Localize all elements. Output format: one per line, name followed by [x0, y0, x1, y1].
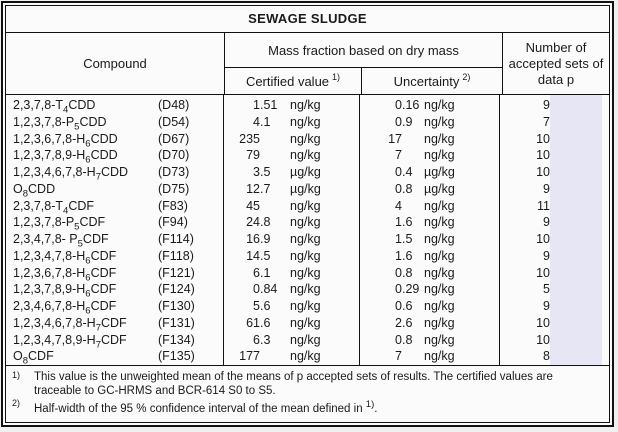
- sets-cell: 10: [536, 148, 550, 163]
- header-mass-fraction-group: Mass fraction based on dry mass Certifie…: [225, 33, 503, 94]
- uncertainty-cell: 0.8 µg/kg: [395, 181, 455, 196]
- uncertainty-cell: 0.4 µg/kg: [395, 165, 455, 179]
- compound-cell: 1,2,3,6,7,8-H6CDF (F121): [13, 265, 195, 284]
- uncertainty-cell: 0.9 ng/kg: [395, 114, 455, 129]
- uncertainty-cell: 2.6 ng/kg: [395, 315, 455, 330]
- certified-value-cell: 4.1 ng/kg: [253, 114, 321, 129]
- certified-value-cell: 45 ng/kg: [246, 198, 321, 213]
- certified-value-cell: 177 ng/kg: [239, 349, 321, 364]
- certified-value-cell: 5.6 ng/kg: [253, 299, 321, 313]
- compound-cell: 2,3,7,8-T4CDD (D48): [13, 98, 190, 116]
- sets-cell: 9: [543, 299, 550, 313]
- uncertainty-cell: 0.6 ng/kg: [395, 299, 455, 313]
- uncertainty-cell: 7 ng/kg: [395, 148, 455, 163]
- sets-cell: 5: [543, 282, 550, 297]
- compound-cell: 1,2,3,4,7,8-H6CDF (F118): [13, 248, 194, 267]
- certified-value-cell: 0.84 ng/kg: [253, 282, 321, 297]
- compound-cell: 1,2,3,7,8-P5CDD (D54): [13, 114, 190, 133]
- uncertainty-cell: 17 ng/kg: [388, 131, 455, 146]
- sets-cell: 10: [536, 315, 550, 330]
- table-header: Compound Mass fraction based on dry mass…: [6, 33, 609, 95]
- sets-cell: 8: [543, 349, 550, 364]
- footnotes: 1) This value is the unweighted mean of t…: [6, 366, 609, 422]
- certified-value-cell: 16.9 ng/kg: [246, 232, 321, 246]
- certified-value-cell: 79 ng/kg: [246, 148, 321, 163]
- footnote: 2) Half-width of the 95 % confidence inte…: [12, 398, 378, 415]
- certificate-table: SEWAGE SLUDGE Compound Mass fraction bas…: [1, 1, 614, 427]
- certified-value-cell: 1.51 ng/kg: [253, 98, 321, 112]
- compound-cell: 1,2,3,7,8-P5CDF (F94): [13, 215, 188, 233]
- uncertainty-cell: 1.6 ng/kg: [395, 248, 455, 263]
- table-title: SEWAGE SLUDGE: [6, 6, 609, 33]
- compound-cell: 1,2,3,4,6,7,8-H7CDF (F131): [13, 315, 195, 334]
- sets-cell: 9: [543, 181, 550, 196]
- selection-highlight: [550, 95, 602, 365]
- certified-value-cell: 6.3 ng/kg: [253, 332, 321, 347]
- compound-cell: 1,2,3,7,8,9-H6CDF (F124): [13, 282, 195, 300]
- certified-value-cell: 235 ng/kg: [239, 131, 321, 146]
- compound-cell: 2,3,4,7,8- P5CDF (F114): [13, 232, 194, 250]
- sets-cell: 10: [536, 332, 550, 347]
- sets-cell: 9: [543, 248, 550, 263]
- certified-value-cell: 3.5 µg/kg: [253, 165, 321, 179]
- certified-value-cell: 14.5 ng/kg: [246, 248, 321, 263]
- footnote-ref-1: 1): [332, 72, 341, 82]
- uncertainty-column: 0.16 ng/kg 0.9 ng/kg 17 ng/kg 7 ng/kg 0.4 µg/kg 0.…: [360, 95, 500, 365]
- uncertainty-cell: 0.8 ng/kg: [395, 332, 455, 347]
- sets-column: 9 7 10 10 10 9 11 9 10 9 10 5 9 10 10 8: [500, 95, 605, 365]
- certified-value-cell: 12.7 µg/kg: [246, 181, 321, 196]
- uncertainty-cell: 1.5 ng/kg: [395, 232, 455, 246]
- certified-column: 1.51 ng/kg 4.1 ng/kg 235 ng/kg 79 ng/kg 3.5 µg/kg…: [224, 95, 360, 365]
- uncertainty-cell: 0.29 ng/kg: [395, 282, 455, 297]
- header-mass-fraction: Mass fraction based on dry mass: [225, 33, 502, 68]
- uncertainty-cell: 1.6 ng/kg: [395, 215, 455, 230]
- compound-cell: O8CDD (D75): [13, 181, 190, 200]
- footnote: 1) This value is the unweighted mean of t…: [12, 370, 553, 397]
- sets-cell: 11: [537, 198, 550, 213]
- certified-value-cell: 6.1 ng/kg: [253, 265, 321, 280]
- header-accepted-sets: Number of accepted sets of data p: [508, 39, 604, 87]
- header-uncertainty: Uncertainty 2): [362, 68, 502, 94]
- uncertainty-cell: 0.16 ng/kg: [395, 98, 455, 112]
- compound-cell: 1,2,3,4,6,7,8-H7CDD (D73): [13, 165, 190, 183]
- header-certified-value: Certified value 1): [225, 68, 362, 94]
- compound-cell: 2,3,7,8-T4CDF (F83): [13, 198, 188, 217]
- table-frame: SEWAGE SLUDGE Compound Mass fraction bas…: [5, 5, 610, 423]
- compound-cell: 2,3,4,6,7,8-H6CDF (F130): [13, 299, 195, 317]
- sets-cell: 9: [543, 98, 550, 112]
- compound-cell: 1,2,3,4,7,8,9-H7CDF (F134): [13, 332, 195, 351]
- sets-cell: 10: [536, 265, 550, 280]
- certified-value-cell: 24.8 ng/kg: [246, 215, 321, 230]
- sets-cell: 7: [543, 114, 550, 129]
- compound-column: 2,3,7,8-T4CDD (D48) 1,2,3,7,8-P5CDD (D54) 1,…: [6, 95, 224, 367]
- compound-cell: O8CDF (F135): [13, 349, 195, 367]
- table-body: 2,3,7,8-T4CDD (D48) 1,2,3,7,8-P5CDD (D54) 1,…: [6, 95, 609, 367]
- compound-cell: 1,2,3,7,8,9-H6CDD (D70): [13, 148, 190, 166]
- sets-cell: 9: [543, 215, 550, 230]
- header-subrow: Certified value 1) Uncertainty 2): [225, 68, 502, 94]
- sets-cell: 10: [536, 131, 550, 146]
- footnote-ref-2: 2): [462, 72, 471, 82]
- uncertainty-cell: 4 ng/kg: [395, 198, 455, 213]
- sets-cell: 10: [536, 232, 550, 246]
- compound-cell: 1,2,3,6,7,8-H6CDD (D67): [13, 131, 190, 150]
- header-certified-value-label: Certified value: [245, 73, 330, 89]
- header-uncertainty-label: Uncertainty: [393, 73, 460, 89]
- uncertainty-cell: 0.8 ng/kg: [395, 265, 455, 280]
- certified-value-cell: 61.6 ng/kg: [246, 315, 321, 330]
- sets-cell: 10: [536, 165, 550, 179]
- uncertainty-cell: 7 ng/kg: [395, 349, 455, 364]
- header-compound: Compound: [6, 33, 225, 94]
